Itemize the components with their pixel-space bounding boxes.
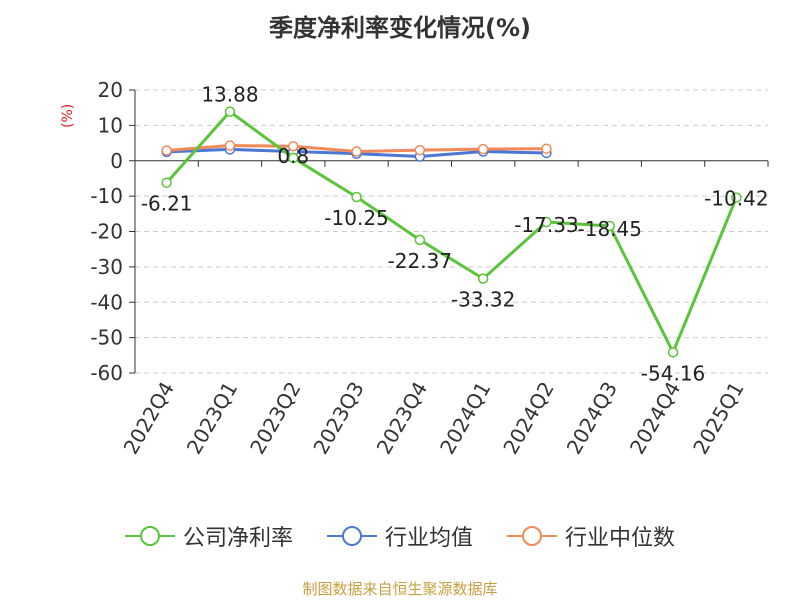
x-category-label: 2024Q3: [562, 378, 622, 459]
y-tick-label: -60: [90, 361, 123, 385]
x-category-label: 2023Q1: [182, 378, 242, 459]
legend-label-industry-median: 行业中位数: [565, 526, 676, 551]
y-tick-label: 20: [98, 78, 123, 102]
y-tick-label: 10: [98, 113, 123, 137]
data-point: [288, 140, 299, 152]
series-line-0: [165, 110, 738, 354]
x-category-label: 2023Q4: [372, 378, 432, 459]
x-category-label: 2023Q3: [308, 378, 368, 459]
data-label: -22.37: [388, 249, 452, 273]
data-point: [541, 143, 552, 154]
chart-title: 季度净利率变化情况(%): [269, 14, 531, 42]
legend-item-industry-median[interactable]: 行业中位数: [507, 520, 675, 552]
data-point: [477, 273, 489, 284]
data-label: -17.33: [514, 213, 578, 237]
data-point: [667, 347, 679, 358]
data-point: [477, 143, 489, 155]
data-point: [414, 144, 426, 156]
x-category-label: 2023Q2: [245, 378, 305, 459]
data-point: [351, 146, 362, 157]
data-label: -18.45: [578, 217, 642, 241]
x-category-label: 2024Q1: [435, 378, 495, 459]
chart-legend: 公司净利率 行业均值 行业中位数: [0, 520, 800, 552]
y-tick-label: -20: [90, 220, 123, 244]
y-tick-label: 0: [110, 149, 123, 173]
x-category-label: 2022Q4: [119, 378, 179, 459]
data-label: -10.25: [324, 206, 388, 230]
data-point: [351, 191, 362, 203]
x-category-label: 2025Q1: [688, 378, 748, 459]
data-point: [541, 216, 552, 228]
data-source-note: 制图数据来自恒生聚源数据库: [302, 580, 498, 598]
data-label: -33.32: [451, 288, 515, 312]
data-point: [414, 234, 426, 246]
data-point: [161, 145, 172, 156]
legend-label-industry-mean: 行业均值: [384, 526, 473, 551]
data-label: -54.16: [641, 361, 705, 385]
data-label: 13.88: [201, 83, 258, 107]
legend-item-company[interactable]: 公司净利率: [124, 520, 293, 552]
legend-marker-industry-median: [507, 526, 557, 546]
y-tick-label: -10: [90, 184, 123, 208]
data-point: [604, 220, 615, 232]
x-category-label: 2024Q4: [625, 378, 685, 459]
data-point: [224, 140, 236, 151]
data-point: [731, 192, 742, 203]
data-label: -10.42: [704, 187, 768, 211]
legend-label-company: 公司净利率: [182, 526, 293, 551]
y-tick-label: -30: [90, 255, 123, 279]
data-point: [288, 152, 299, 164]
x-category-label: 2024Q2: [498, 378, 558, 459]
legend-marker-company: [124, 526, 175, 546]
legend-item-industry-mean[interactable]: 行业均值: [326, 520, 473, 552]
data-label: -6.21: [141, 192, 193, 216]
data-point: [161, 177, 172, 188]
legend-marker-industry-mean: [326, 526, 377, 546]
data-label: 0.8: [277, 144, 309, 168]
data-point: [224, 106, 236, 117]
y-tick-label: -50: [90, 326, 123, 350]
y-tick-label: -40: [90, 290, 123, 314]
